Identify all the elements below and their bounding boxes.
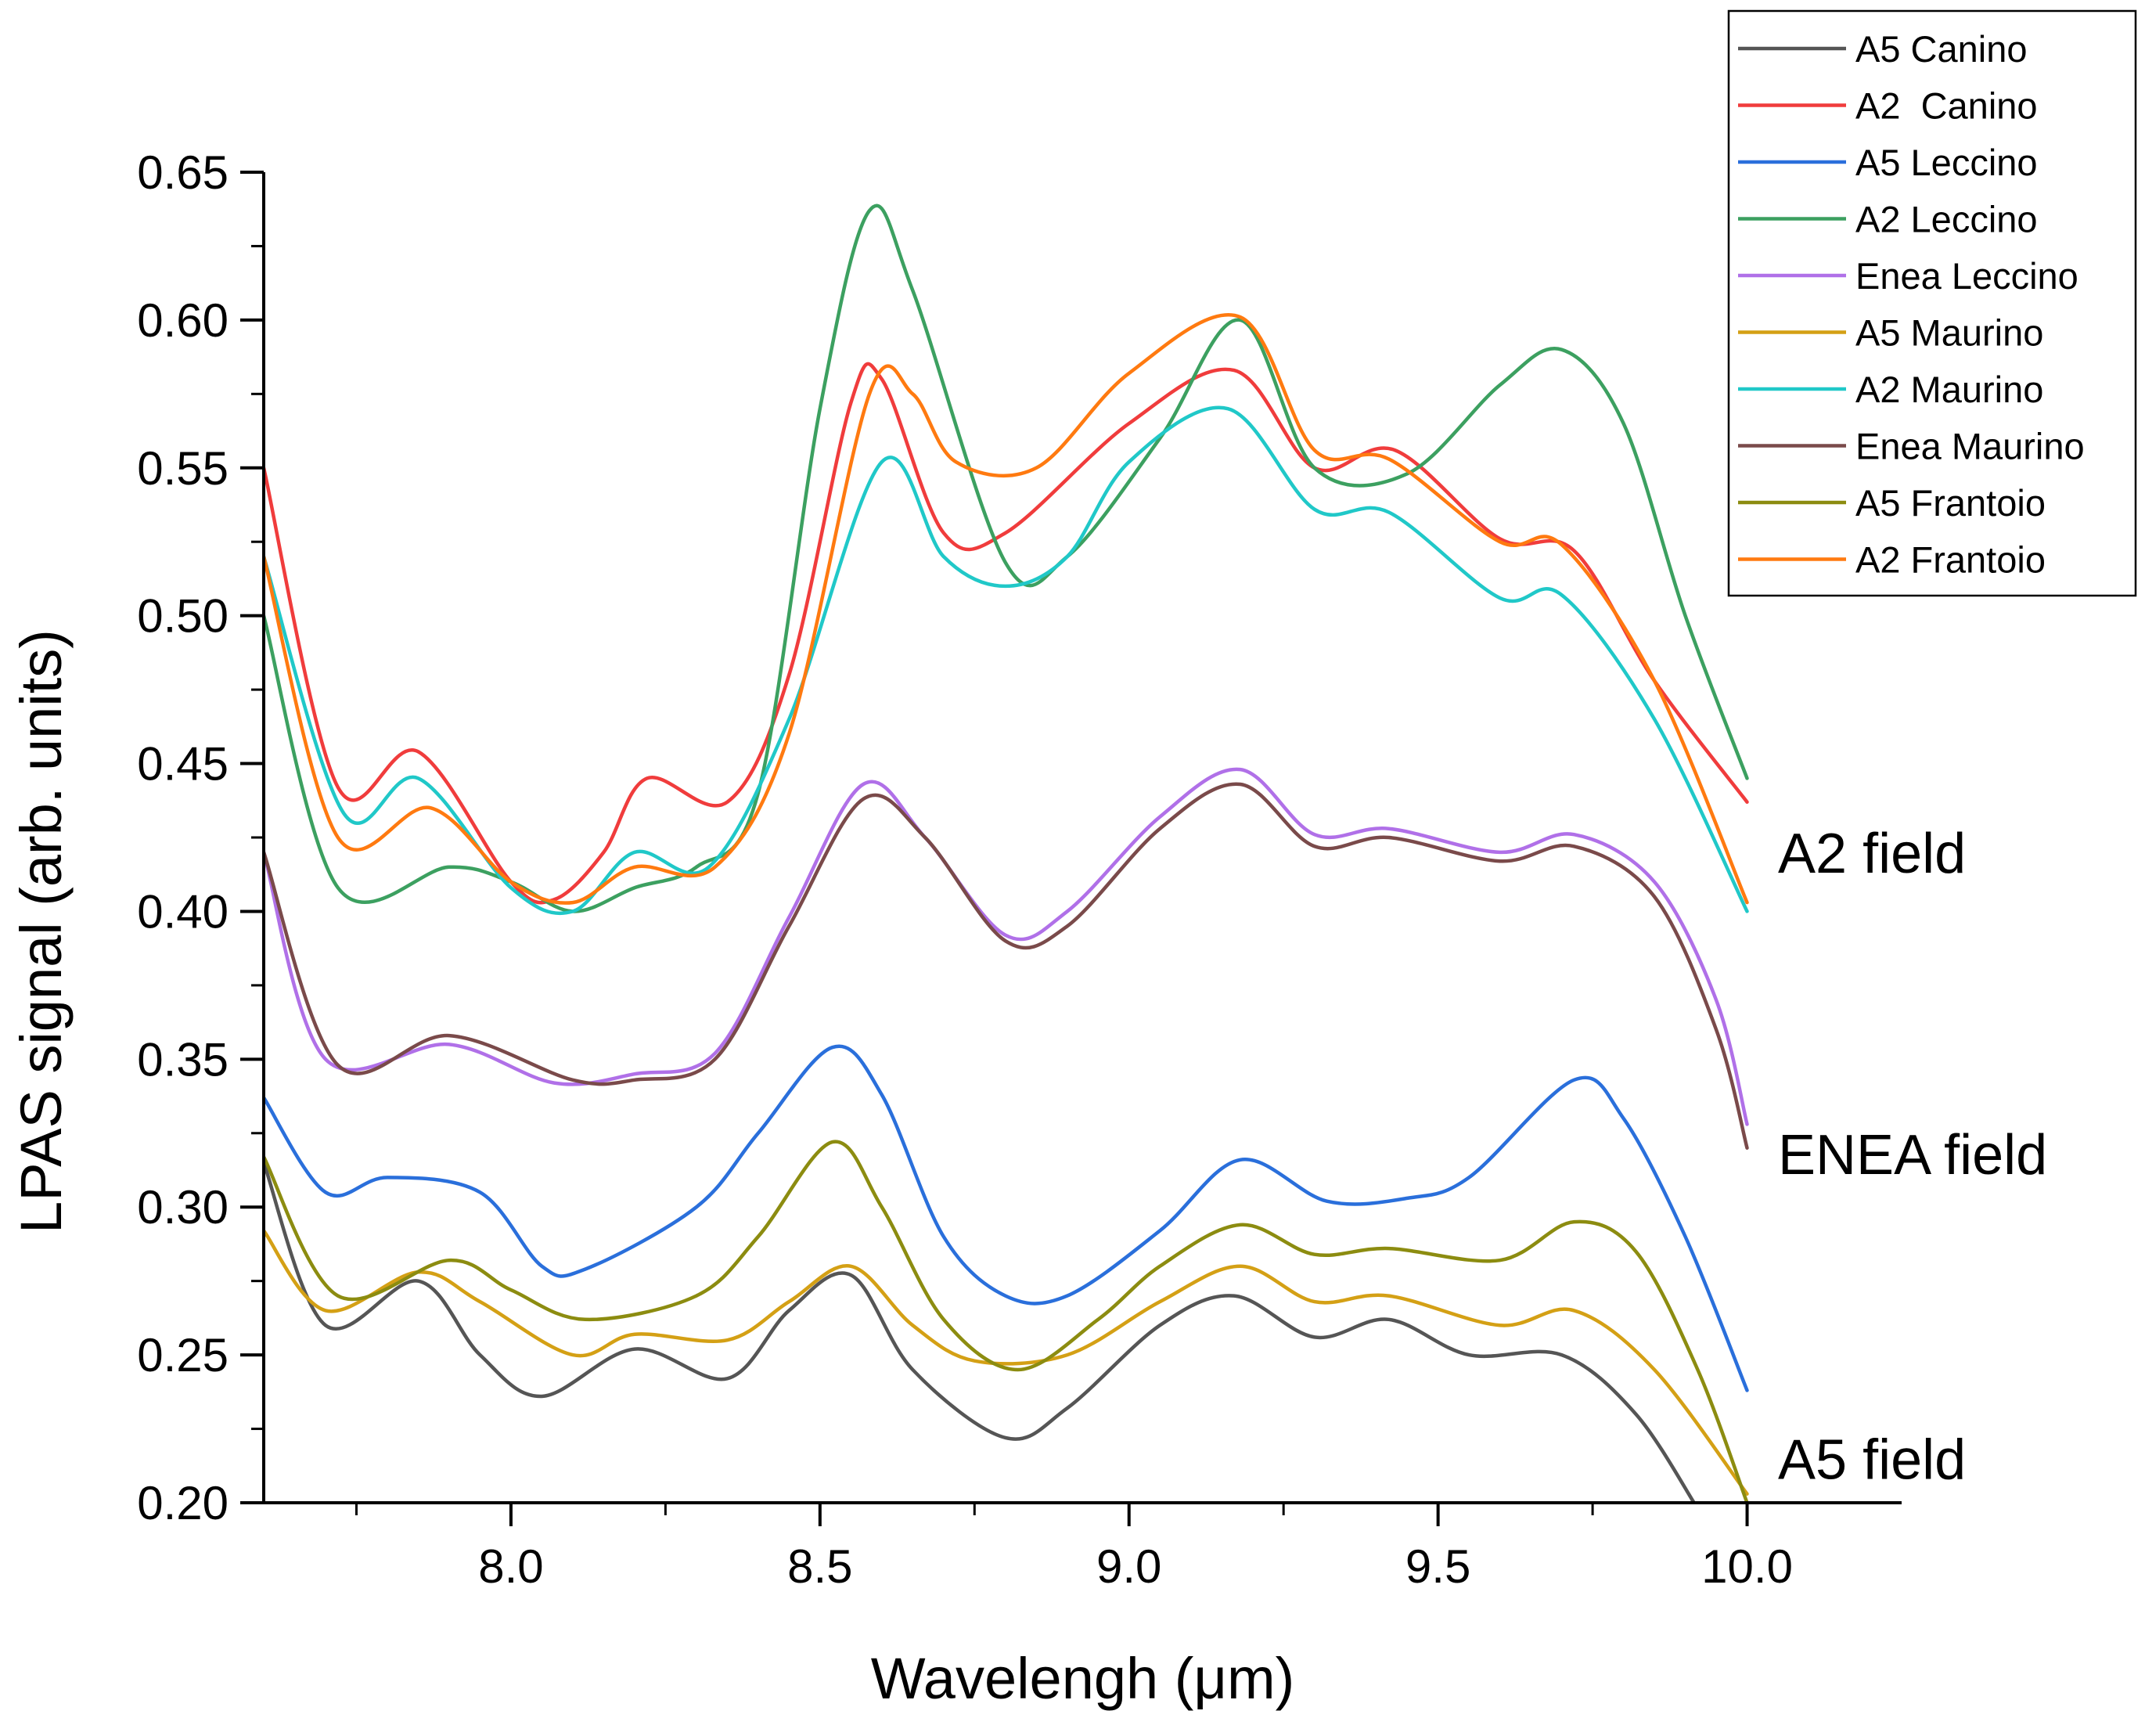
axes: 0.20 0.25 0.30 0.35 0.40 0.45 0.50 0.55 0.60 0.65…: [9, 146, 1902, 1711]
enea-field-label: ENEA field: [1778, 1124, 2047, 1187]
y-tick-label: 0.30: [137, 1181, 229, 1234]
series-line-9: [264, 1140, 1749, 1503]
annotations: A2 field ENEA field A5 field: [1778, 823, 2047, 1491]
series-line-3: [264, 1044, 1749, 1392]
a2-field-label: A2 field: [1778, 823, 1966, 885]
y-tick-label: 0.40: [137, 885, 229, 938]
series-line-5: [264, 767, 1749, 1126]
y-tick-label: 0.20: [137, 1477, 229, 1529]
legend-label-4: A2 Leccino: [1855, 199, 2038, 240]
x-tick-label: 9.0: [1096, 1540, 1161, 1593]
legend-label-2: A2 Canino: [1855, 85, 2038, 127]
y-tick-label: 0.50: [137, 590, 229, 643]
y-tick-label: 0.45: [137, 738, 229, 791]
a5-field-label: A5 field: [1778, 1428, 1966, 1491]
legend-label-8: Enea Maurino: [1855, 426, 2085, 467]
legend-label-3: A5 Leccino: [1855, 142, 2038, 183]
x-tick-label: 10.0: [1701, 1540, 1793, 1593]
y-tick-label: 0.65: [137, 146, 229, 199]
series-line-1: [264, 1161, 1697, 1503]
series-line-2: [264, 362, 1749, 905]
series-line-10: [264, 312, 1749, 905]
series-line-8: [264, 782, 1749, 1150]
legend-label-7: A2 Maurino: [1855, 369, 2043, 410]
y-axis-title: LPAS signal (arb. units): [9, 629, 74, 1234]
x-tick-label: 9.5: [1405, 1540, 1470, 1593]
series-line-6: [264, 1229, 1749, 1496]
legend-label-10: A2 Frantoio: [1855, 539, 2046, 581]
legend: A5 Canino A2 Canino A5 Leccino A2 Leccino En…: [1727, 9, 2137, 597]
legend-label-9: A5 Frantoio: [1855, 482, 2046, 524]
y-tick-label: 0.35: [137, 1033, 229, 1086]
plot-lines: [264, 203, 1749, 1503]
legend-label-1: A5 Canino: [1855, 28, 2028, 70]
series-line-7: [264, 405, 1749, 916]
legend-label-6: A5 Maurino: [1855, 312, 2043, 354]
legend-label-5: Enea Leccino: [1855, 255, 2078, 297]
x-axis-title: Wavelengh (μm): [871, 1646, 1295, 1711]
legend-box: [1727, 9, 2137, 597]
x-tick-label: 8.5: [787, 1540, 852, 1593]
y-tick-label: 0.55: [137, 442, 229, 495]
y-tick-label: 0.25: [137, 1329, 229, 1381]
y-tick-label: 0.60: [137, 294, 229, 347]
x-tick-label: 8.0: [478, 1540, 543, 1593]
series-line-4: [264, 203, 1749, 913]
